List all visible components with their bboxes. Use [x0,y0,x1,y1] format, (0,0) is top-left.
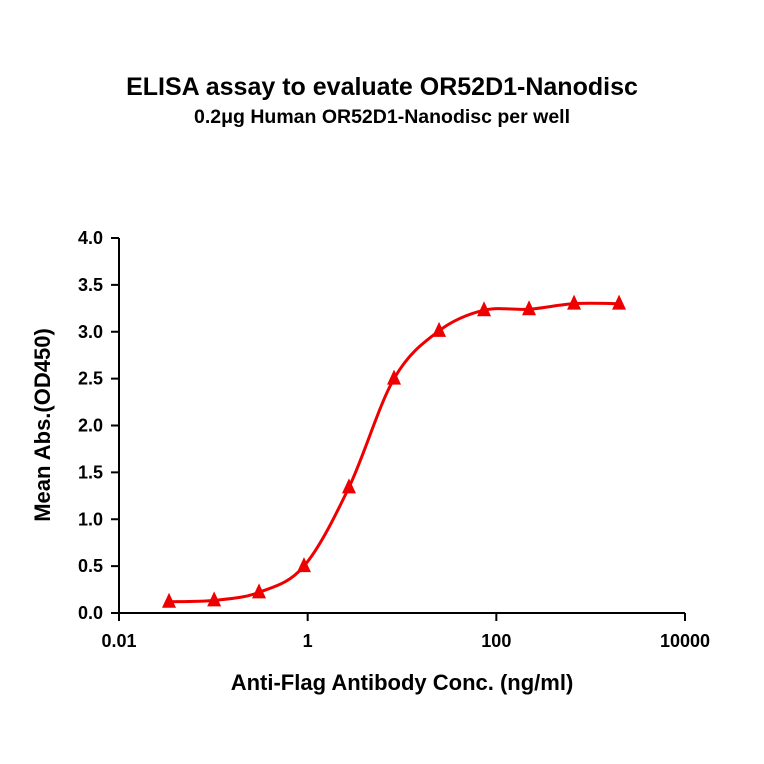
data-point-triangle [207,591,222,607]
data-point-triangle [567,294,582,310]
y-tick-label: 3.0 [78,322,103,342]
x-axis-label: Anti-Flag Antibody Conc. (ng/ml) [231,670,574,695]
x-tick-label: 0.01 [101,631,136,651]
y-tick-label: 1.5 [78,462,103,482]
y-tick-label: 2.0 [78,416,103,436]
x-tick-label: 10000 [660,631,710,651]
x-tick-label: 1 [303,631,313,651]
data-point-triangle [341,478,356,494]
data-point-triangle [387,369,402,385]
y-tick-label: 4.0 [78,228,103,248]
y-tick-label: 2.5 [78,369,103,389]
chart-subtitle: 0.2μg Human OR52D1-Nanodisc per well [193,106,571,128]
y-tick-label: 0.0 [78,603,103,623]
fit-curve [168,301,620,604]
data-point-triangle [162,592,177,608]
data-point-triangle [432,321,447,337]
chart-title: ELISA assay to evaluate OR52D1-Nanodisc [126,73,638,101]
y-axis-label: Mean Abs.(OD450) [30,328,55,522]
axes: 0.01 1 100 10000 0.0 0.5 1.0 1.5 2.0 2.5 3.0 3.5 4.0 [78,228,710,651]
y-tick-label: 3.5 [78,275,103,295]
data-series [162,294,627,608]
data-point-triangle [296,557,311,573]
x-tick-label: 100 [481,631,511,651]
y-tick-label: 1.0 [78,509,103,529]
data-point-triangle [522,300,537,316]
y-tick-label: 0.5 [78,556,103,576]
data-point-triangle [252,583,267,599]
data-point-triangle [477,301,492,317]
data-point-triangle [612,294,627,310]
